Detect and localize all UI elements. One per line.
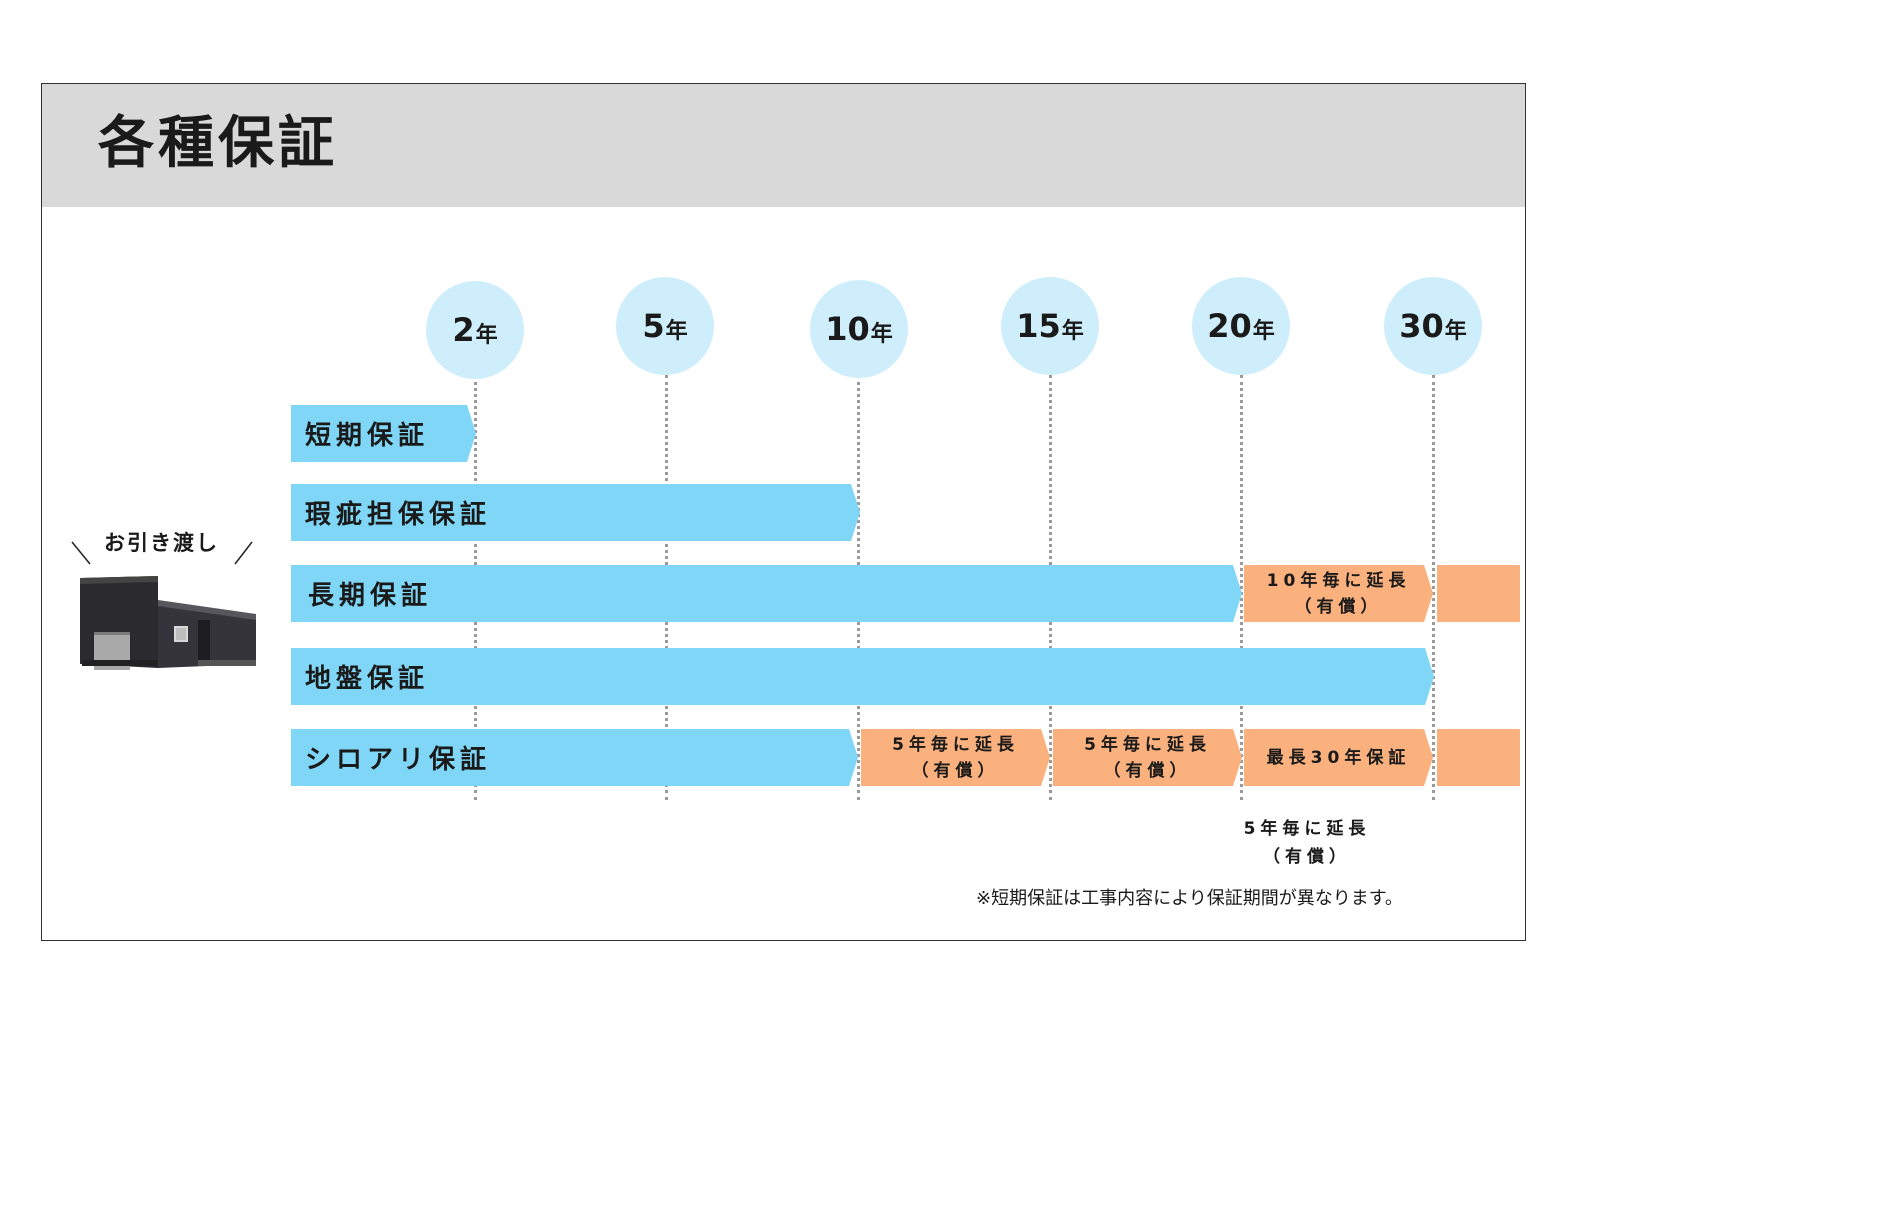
year-number: 2 — [452, 311, 475, 349]
year-unit: 年 — [1061, 319, 1084, 344]
year-circle-30: 30 年 — [1384, 277, 1482, 375]
bar-label: 地盤保証 — [305, 664, 430, 694]
year-unit: 年 — [1444, 319, 1467, 344]
year-number: 10 — [825, 310, 870, 348]
year-circle-10: 10 年 — [810, 280, 908, 378]
extension-label: 最長30年保証 — [1266, 747, 1411, 768]
extension-label: 5年毎に延長 （有償） — [861, 732, 1050, 784]
extension-label: 5年毎に延長 （有償） — [1053, 732, 1242, 784]
bar-long-term: 長期保証 — [291, 565, 1242, 622]
year-number: 5 — [642, 307, 665, 345]
year-number: 30 — [1399, 307, 1444, 345]
extension-note: 5年毎に延長 （有償） — [1232, 815, 1382, 871]
year-unit: 年 — [475, 323, 498, 348]
bar-label: 瑕疵担保保証 — [305, 500, 492, 530]
bar-termite-max: 最長30年保証 — [1244, 729, 1433, 786]
emphasis-lines — [71, 541, 253, 565]
bar-label: シロアリ保証 — [305, 745, 492, 775]
page-title: 各種保証 — [98, 111, 338, 176]
extension-line1: 5年毎に延長 — [1084, 734, 1211, 755]
bar-ground: 地盤保証 — [291, 648, 1434, 705]
extension-line2: （有償） — [1294, 596, 1383, 617]
bar-defect: 瑕疵担保保証 — [291, 484, 860, 541]
bar-label: 長期保証 — [308, 581, 433, 611]
extension-line1: 5年毎に延長 — [892, 734, 1019, 755]
extension-label: 10年毎に延長 （有償） — [1244, 568, 1433, 620]
year-unit: 年 — [1252, 319, 1275, 344]
bar-long-term-continuation — [1437, 565, 1520, 622]
bar-termite: シロアリ保証 — [291, 729, 858, 786]
bar-short-term: 短期保証 — [291, 405, 476, 462]
extension-note-line2: （有償） — [1263, 847, 1351, 867]
year-number: 15 — [1016, 307, 1061, 345]
footnote: ※短期保証は工事内容により保証期間が異なります。 — [976, 888, 1403, 909]
year-circle-20: 20 年 — [1192, 277, 1290, 375]
year-circle-15: 15 年 — [1001, 277, 1099, 375]
bar-termite-extension-1: 5年毎に延長 （有償） — [861, 729, 1050, 786]
header-band — [42, 84, 1525, 207]
bar-label: 短期保証 — [305, 421, 430, 451]
extension-note-line1: 5年毎に延長 — [1243, 819, 1371, 839]
handover-label: お引き渡し — [104, 531, 219, 555]
year-unit: 年 — [870, 322, 893, 347]
year-guide-20 — [1240, 375, 1243, 800]
year-guide-30 — [1432, 375, 1435, 800]
extension-line2: （有償） — [1103, 760, 1192, 781]
year-unit: 年 — [665, 319, 688, 344]
extension-line1: 10年毎に延長 — [1266, 570, 1411, 591]
year-number: 20 — [1207, 307, 1252, 345]
house-illustration — [80, 576, 256, 670]
bar-long-term-extension: 10年毎に延長 （有償） — [1244, 565, 1433, 622]
bar-termite-extension-2: 5年毎に延長 （有償） — [1053, 729, 1242, 786]
bar-termite-continuation — [1437, 729, 1520, 786]
extension-line2: （有償） — [911, 760, 1000, 781]
